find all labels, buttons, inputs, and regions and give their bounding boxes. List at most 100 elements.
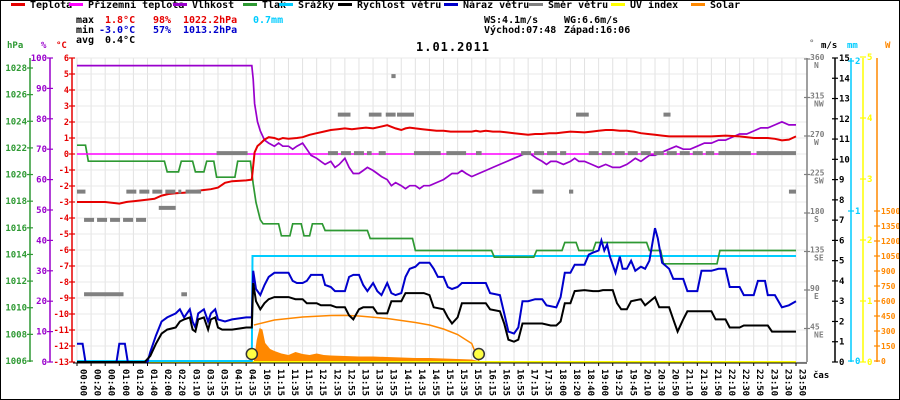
stat-max-temp: 1.8°C — [105, 15, 136, 26]
time-tick-label: 04:15 — [233, 369, 243, 396]
axis-tick-label: 1 — [855, 207, 860, 217]
time-tick-label: 01:20 — [134, 369, 144, 396]
solar-axis-unit: W — [885, 41, 891, 51]
axis-tick-label: 15 — [839, 54, 850, 64]
axis-tick-label: 1026 — [5, 91, 27, 101]
time-axis-label: čas — [813, 371, 830, 381]
time-tick-label: 18:00 — [557, 369, 567, 396]
time-tick-label: 03:55 — [218, 369, 228, 396]
axis-tick-label: 3 — [64, 102, 69, 112]
axis-tick-label: 1050 — [881, 252, 900, 261]
axis-tick-label: 5 — [64, 70, 69, 80]
legend-label: Přízemní teplota — [88, 0, 185, 11]
series-smer-vetru — [77, 74, 796, 297]
axis-tick-label: 1006 — [5, 357, 27, 367]
uv-axis: 5 4 3 2 1 0 — [860, 53, 873, 368]
axis-tick-label: 1 — [64, 134, 69, 144]
time-tick-label: 00:20 — [92, 369, 102, 396]
axis-tick-label: 2 — [64, 118, 69, 128]
time-tick-label: 20:50 — [670, 369, 680, 396]
axis-tick-label: 11 — [839, 135, 850, 145]
axis-tick-label: 315 — [810, 92, 825, 101]
time-tick-label: 17:35 — [543, 369, 553, 396]
stat-sunrise: Východ:07:48 — [484, 25, 557, 36]
sunrise-marker — [245, 347, 259, 361]
axis-tick-label: 45 — [810, 323, 820, 332]
axis-tick-label: N — [814, 61, 819, 70]
axis-tick-label: 14 — [839, 74, 850, 84]
axis-tick-label: 4 — [839, 277, 845, 287]
time-tick-label: 12:55 — [345, 369, 355, 396]
series-solar — [253, 314, 480, 362]
time-tick-label: 14:55 — [430, 369, 440, 396]
axis-tick-label: 2 — [855, 57, 860, 67]
time-tick-label: 22:10 — [726, 369, 736, 396]
time-tick-label: 18:40 — [585, 369, 595, 396]
axis-tick-label: 50 — [36, 206, 47, 216]
legend: Teplota Přízemní teplota Vlhkost Tlak Srážky… — [1, 0, 899, 13]
axis-tick-label: 7 — [839, 216, 844, 226]
axis-tick-label: -3 — [59, 198, 69, 208]
axis-tick-label: 1020 — [5, 171, 27, 181]
axis-tick-label: -13 — [54, 358, 69, 368]
axis-tick-label: 1012 — [5, 277, 27, 287]
axis-tick-label: 3 — [867, 175, 872, 185]
time-tick-label: 22:30 — [740, 369, 750, 396]
grid — [73, 57, 807, 363]
axis-tick-label: 70 — [36, 145, 47, 155]
legend-label: Rychlost větru — [357, 0, 442, 11]
axis-tick-label: 0 — [881, 357, 886, 366]
legend-swatch — [529, 3, 543, 6]
legend-swatch — [69, 3, 83, 6]
time-tick-label: 20:10 — [641, 369, 651, 396]
axis-tick-label: W — [814, 138, 819, 147]
axis-tick-label: NE — [814, 331, 824, 340]
series-teplota — [77, 124, 797, 205]
axis-tick-label: 225 — [810, 169, 825, 178]
legend-swatch — [243, 3, 257, 6]
time-tick-label: 11:15 — [275, 369, 285, 396]
legend-label: Teplota — [30, 0, 73, 11]
axis-tick-label: 1500 — [881, 207, 900, 216]
legend-label: Tlak — [262, 0, 287, 11]
axis-tick-label: 100 — [31, 54, 47, 64]
axis-tick-label: 1200 — [881, 237, 900, 246]
time-tick-label: 11:55 — [303, 369, 313, 396]
axis-tick-label: 5 — [867, 53, 872, 63]
axis-tick-label: 5 — [839, 257, 844, 267]
axis-tick-label: 2 — [839, 317, 844, 327]
time-tick-label: 03:35 — [204, 369, 214, 396]
axis-tick-label: 0 — [867, 358, 872, 368]
time-axis: 00:00 00:20 00:40 01:00 01:20 01:40 02:00 02:20… — [73, 362, 807, 396]
time-tick-label: 21:50 — [712, 369, 722, 396]
time-tick-label: 03:10 — [190, 369, 200, 396]
legend-item-1: Teplota — [11, 1, 72, 11]
stat-avg-label: avg — [76, 35, 95, 46]
rain-axis-unit: mm — [847, 41, 858, 51]
series-n-raz-v-tru — [77, 227, 797, 363]
time-tick-label: 00:00 — [78, 369, 88, 396]
legend-swatch — [173, 3, 187, 6]
time-tick-label: 15:35 — [458, 369, 468, 396]
axis-tick-label: -4 — [59, 214, 69, 224]
legend-label: Vlhkost — [192, 0, 235, 11]
axis-tick-label: 40 — [36, 236, 47, 246]
time-tick-label: 15:15 — [444, 369, 454, 396]
temperature-axis-unit: °C — [56, 41, 67, 51]
stat-wind-gust: WG:6.6m/s — [564, 15, 619, 26]
legend-swatch — [444, 3, 458, 6]
chart-title: 1.01.2011 — [416, 40, 491, 54]
axis-tick-label: 360 — [810, 53, 825, 62]
axis-tick-label: 1010 — [5, 304, 27, 314]
legend-label: Směr větru — [548, 0, 609, 11]
legend-swatch — [611, 3, 625, 6]
legend-swatch — [279, 3, 293, 6]
legend-item-8: Směr větru — [529, 1, 608, 11]
legend-item-3: Vlhkost — [173, 1, 234, 11]
time-tick-label: 00:40 — [106, 369, 116, 396]
time-tick-label: 10:55 — [261, 369, 271, 396]
sunset-marker — [472, 347, 486, 361]
axis-tick-label: 1008 — [5, 330, 27, 340]
